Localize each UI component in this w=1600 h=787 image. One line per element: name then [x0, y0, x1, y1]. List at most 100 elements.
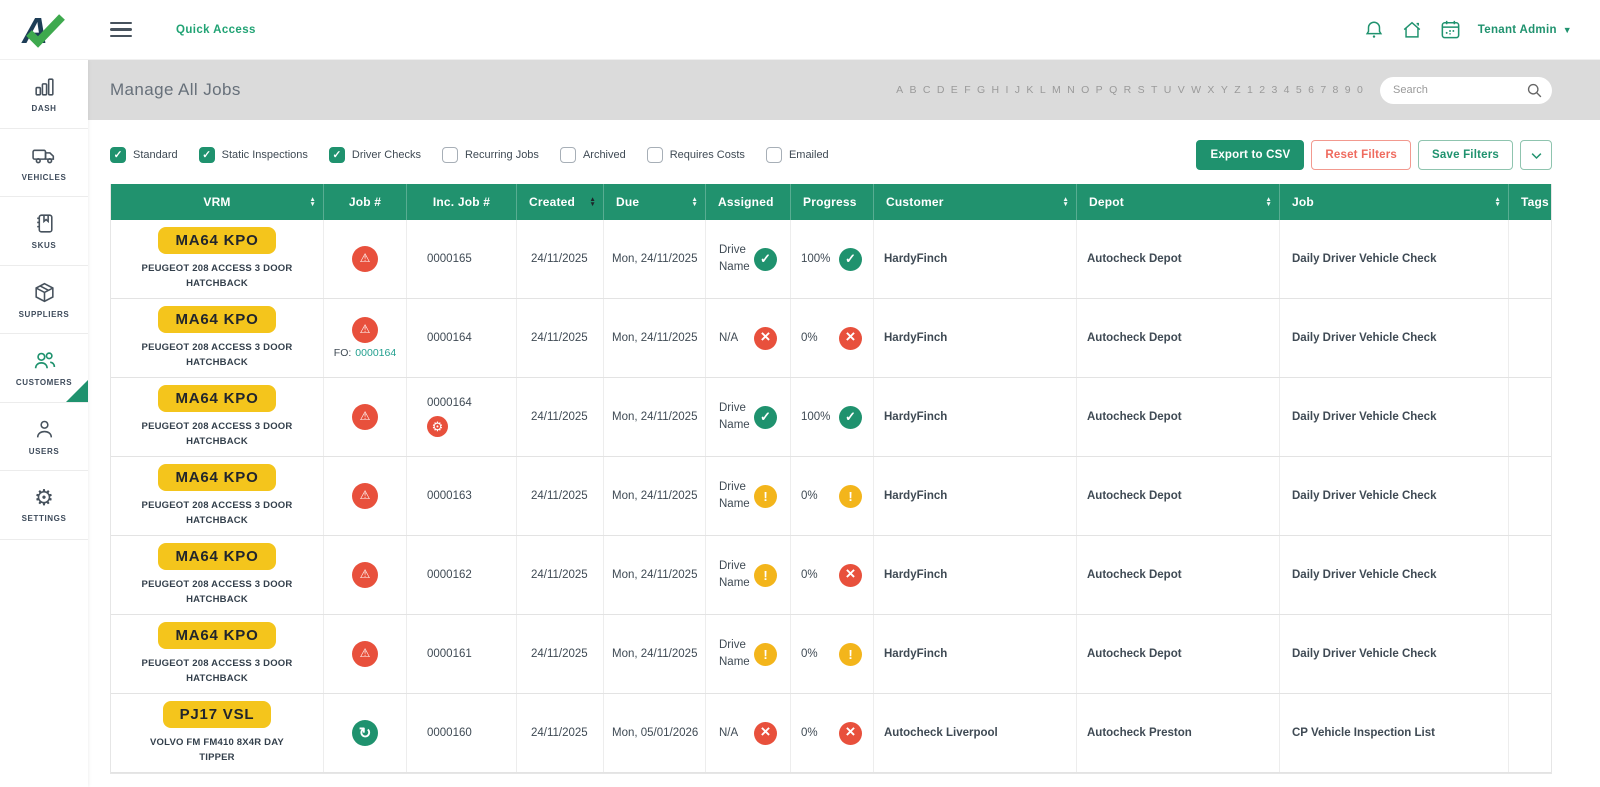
table-row[interactable]: MA64 KPO PEUGEOT 208 ACCESS 3 DOOR HATCHB… [111, 615, 1551, 694]
sidebar-item-vehicles[interactable]: VEHICLES [0, 128, 88, 197]
table-row[interactable]: MA64 KPO PEUGEOT 208 ACCESS 3 DOOR HATCHB… [111, 220, 1551, 299]
defect-warning-icon[interactable] [352, 483, 378, 509]
vrm-plate[interactable]: MA64 KPO [158, 227, 276, 255]
vrm-plate[interactable]: MA64 KPO [158, 306, 276, 334]
vrm-plate[interactable]: PJ17 VSL [162, 701, 272, 729]
hamburger-menu-icon[interactable] [110, 22, 132, 37]
alphabet-char[interactable]: M [1052, 84, 1061, 96]
vrm-plate[interactable]: MA64 KPO [158, 543, 276, 571]
vrm-plate[interactable]: MA64 KPO [158, 622, 276, 650]
job-settings-icon[interactable] [427, 416, 448, 437]
checkbox-unchecked-icon[interactable] [646, 147, 663, 163]
alphabet-char[interactable]: C [922, 84, 931, 96]
user-menu[interactable]: Tenant Admin ▼ [1478, 24, 1572, 36]
checkbox-checked-icon[interactable] [110, 147, 126, 163]
column-header-created[interactable]: Created ▲ ▼ [517, 184, 604, 220]
defect-warning-icon[interactable] [352, 246, 378, 272]
alphabet-char[interactable]: 5 [1295, 84, 1302, 96]
alphabet-char[interactable]: D [936, 84, 945, 96]
checkbox-unchecked-icon[interactable] [441, 147, 458, 163]
alphabet-char[interactable]: Z [1234, 84, 1241, 96]
recurring-job-icon[interactable] [352, 720, 378, 746]
sidebar-item-customers[interactable]: CUSTOMERS [0, 334, 88, 403]
column-header-due[interactable]: Due ▲ ▼ [604, 184, 706, 220]
table-row[interactable]: MA64 KPO PEUGEOT 208 ACCESS 3 DOOR HATCHB… [111, 378, 1551, 457]
table-row[interactable]: MA64 KPO PEUGEOT 208 ACCESS 3 DOOR HATCHB… [111, 299, 1551, 378]
sidebar-item-settings[interactable]: ⚙ SETTINGS [0, 471, 88, 540]
sidebar-item-skus[interactable]: SKUS [0, 197, 88, 266]
alphabet-char[interactable]: 9 [1344, 84, 1351, 96]
alphabet-char[interactable]: 4 [1283, 84, 1290, 96]
more-filters-button[interactable] [1520, 140, 1552, 170]
vrm-plate[interactable]: MA64 KPO [158, 385, 276, 413]
sidebar-item-users[interactable]: USERS [0, 402, 88, 471]
alphabet-char[interactable]: T [1150, 84, 1158, 96]
alphabet-char[interactable]: W [1191, 84, 1202, 96]
sort-icon[interactable]: ▲ ▼ [309, 195, 316, 208]
alphabet-char[interactable]: 1 [1247, 84, 1253, 96]
alphabet-char[interactable]: A [896, 84, 904, 96]
filter-checkbox-requires-costs[interactable]: Requires Costs [646, 147, 745, 163]
vrm-plate[interactable]: MA64 KPO [158, 464, 276, 492]
alphabet-char[interactable]: 8 [1332, 84, 1339, 96]
defect-warning-icon[interactable] [352, 404, 378, 430]
alphabet-char[interactable]: J [1014, 84, 1021, 96]
filter-checkbox-static-inspections[interactable]: Static Inspections [198, 147, 308, 163]
filter-checkbox-archived[interactable]: Archived [559, 147, 626, 163]
filter-checkbox-standard[interactable]: Standard [110, 147, 178, 163]
calendar-icon[interactable] [1439, 18, 1462, 41]
alphabet-char[interactable]: X [1207, 84, 1215, 96]
alphabet-char[interactable]: 0 [1356, 84, 1363, 96]
column-header-assigned[interactable]: Assigned [706, 184, 791, 220]
sort-icon-active[interactable]: ▲ ▼ [589, 195, 596, 208]
filter-checkbox-emailed[interactable]: Emailed [765, 147, 829, 163]
alphabet-char[interactable]: G [976, 84, 986, 96]
sidebar-item-dash[interactable]: DASH [0, 60, 88, 129]
alphabet-char[interactable]: O [1081, 84, 1090, 96]
alphabet-char[interactable]: K [1026, 84, 1034, 96]
quick-access-link[interactable]: Quick Access [176, 23, 256, 36]
filter-checkbox-recurring-jobs[interactable]: Recurring Jobs [441, 147, 539, 163]
column-header-inc-job-number[interactable]: Inc. Job # [407, 184, 517, 220]
checkbox-checked-icon[interactable] [198, 147, 215, 163]
reset-filters-button[interactable]: Reset Filters [1311, 140, 1412, 170]
table-row[interactable]: MA64 KPO PEUGEOT 208 ACCESS 3 DOOR HATCHB… [111, 457, 1551, 536]
alphabet-char[interactable]: 7 [1320, 84, 1327, 96]
sort-icon[interactable]: ▲ ▼ [1494, 195, 1501, 208]
export-to-csv-button[interactable]: Export to CSV [1196, 140, 1305, 170]
alphabet-char[interactable]: F [964, 84, 971, 96]
column-header-job[interactable]: Job ▲ ▼ [1280, 184, 1509, 220]
column-header-job-number[interactable]: Job # [324, 184, 407, 220]
alphabet-char[interactable]: H [991, 84, 1000, 96]
alphabet-char[interactable]: V [1177, 84, 1185, 96]
defect-warning-icon[interactable] [352, 317, 378, 343]
column-header-vrm[interactable]: VRM ▲ ▼ [111, 184, 324, 220]
column-header-depot[interactable]: Depot ▲ ▼ [1077, 184, 1280, 220]
column-header-customer[interactable]: Customer ▲ ▼ [874, 184, 1077, 220]
alphabet-char[interactable]: E [950, 84, 958, 96]
alphabet-char[interactable]: P [1095, 84, 1103, 96]
save-filters-button[interactable]: Save Filters [1418, 140, 1513, 170]
fo-job-link[interactable]: 0000164 [355, 347, 397, 359]
checkbox-unchecked-icon[interactable] [559, 147, 576, 163]
alphabet-char[interactable]: I [1005, 84, 1009, 96]
column-header-progress[interactable]: Progress [791, 184, 874, 220]
alphabet-char[interactable]: B [909, 84, 917, 96]
sort-icon[interactable]: ▲ ▼ [1265, 195, 1272, 208]
app-logo[interactable]: A [0, 9, 88, 51]
sort-icon[interactable]: ▲ ▼ [1062, 195, 1069, 208]
alphabet-char[interactable]: N [1067, 84, 1075, 96]
alphabet-char[interactable]: L [1039, 84, 1046, 96]
alphabet-char[interactable]: Q [1109, 84, 1118, 96]
filter-checkbox-driver-checks[interactable]: Driver Checks [328, 147, 421, 163]
table-row[interactable]: PJ17 VSL VOLVO FM FM410 8X4R DAY TIPPER 00… [111, 694, 1551, 773]
alphabet-char[interactable]: Y [1220, 84, 1228, 96]
table-row[interactable]: MA64 KPO PEUGEOT 208 ACCESS 3 DOOR HATCHB… [111, 536, 1551, 615]
search-icon[interactable] [1526, 82, 1543, 104]
defect-warning-icon[interactable] [352, 562, 378, 588]
alphabet-char[interactable]: S [1137, 84, 1145, 96]
defect-warning-icon[interactable] [352, 641, 378, 667]
alphabet-char[interactable]: 6 [1308, 84, 1314, 96]
bell-icon[interactable] [1363, 19, 1385, 41]
column-header-tags[interactable]: Tags [1521, 195, 1549, 209]
